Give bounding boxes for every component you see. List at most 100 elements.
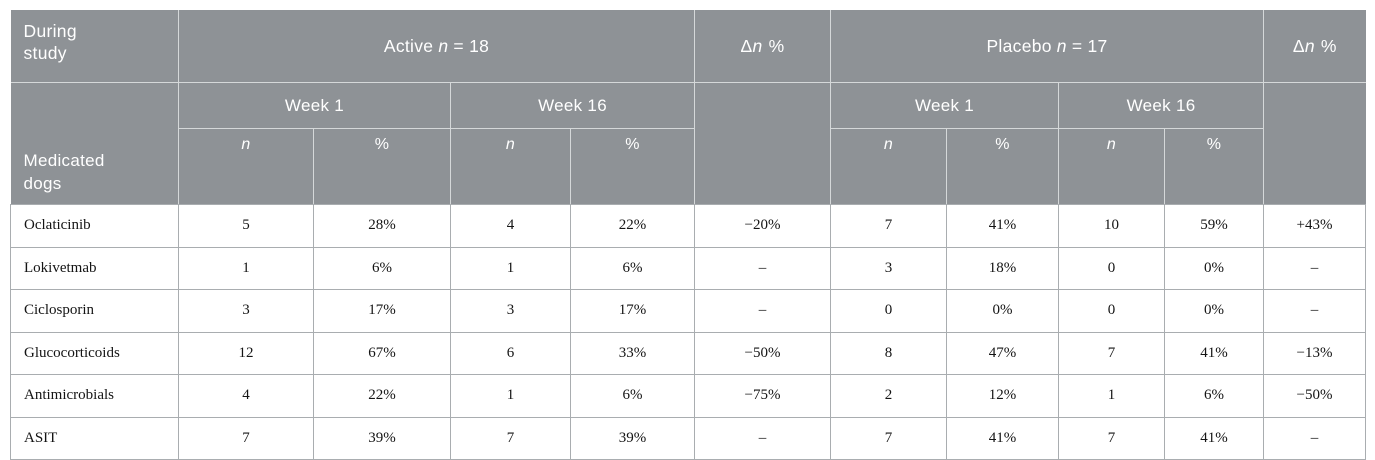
data-cell: 2 (830, 374, 948, 418)
data-cell: 39% (313, 416, 451, 460)
data-cell: 3 (830, 246, 948, 290)
header-week1-placebo: Week 1 (830, 82, 1060, 129)
placebo-count: = 17 (1071, 35, 1108, 56)
data-cell: – (1263, 246, 1367, 290)
data-cell: 4 (178, 374, 314, 418)
header-row-weeks: Medicated dogs Week 1 Week 16 Week 1 Wee… (10, 82, 1366, 205)
data-cell: 59% (1164, 204, 1265, 248)
data-cell: 7 (1058, 331, 1166, 375)
data-cell: 47% (946, 331, 1060, 375)
data-cell: 6% (569, 374, 696, 418)
data-cell: 12 (178, 331, 314, 375)
data-cell: 6% (569, 246, 696, 290)
table-row: ASIT 7 39% 7 39% – 7 41% 7 41% – (10, 416, 1367, 460)
data-cell: 0% (946, 289, 1060, 333)
header-delta-active: Δ n % (694, 10, 832, 83)
col-header-pct: % (1164, 128, 1265, 205)
data-cell: 6 (450, 331, 571, 375)
data-cell: 17% (313, 289, 451, 333)
data-cell: 12% (946, 374, 1060, 418)
col-header-pct: % (313, 128, 451, 205)
data-cell: 33% (569, 331, 696, 375)
data-cell: 22% (313, 374, 451, 418)
col-header-n: n (1058, 128, 1166, 205)
col-header-pct: % (946, 128, 1060, 205)
data-cell: −50% (694, 331, 832, 375)
data-cell: 41% (946, 416, 1060, 460)
data-cell: 4 (450, 204, 571, 248)
data-cell: 1 (178, 246, 314, 290)
data-cell: −75% (694, 374, 832, 418)
row-label: Oclaticinib (10, 204, 179, 248)
delta-icon: Δ (740, 35, 753, 56)
data-cell: – (1263, 289, 1367, 333)
medicated-dogs-table: During study Active n = 18 Δ n % Placebo (10, 10, 1367, 460)
data-cell: 10 (1058, 204, 1166, 248)
header-during-study: During study (10, 10, 179, 83)
delta-percent-symbol: % (1320, 35, 1337, 56)
header-delta-placebo: Δ n % (1263, 10, 1366, 83)
header-row-n-pct: n % n % n % n % (11, 128, 1366, 205)
data-cell: – (694, 289, 832, 333)
data-cell: 41% (1164, 331, 1265, 375)
table-row: Ciclosporin 3 17% 3 17% – 0 0% 0 0% – (10, 289, 1367, 333)
data-cell: 41% (1164, 416, 1265, 460)
data-cell: 67% (313, 331, 451, 375)
header-medicated-dogs: Medicated dogs (10, 82, 179, 205)
header-active-group: Active n = 18 (177, 10, 696, 83)
active-label: Active (383, 35, 434, 56)
data-cell: 22% (569, 204, 696, 248)
active-count: = 18 (453, 35, 490, 56)
active-n-symbol: n (438, 35, 449, 56)
header-delta-placebo-spacer (1263, 82, 1366, 205)
row-label: Glucocorticoids (10, 331, 179, 375)
data-cell: 1 (450, 374, 571, 418)
data-cell: 7 (178, 416, 314, 460)
data-cell: +43% (1263, 204, 1367, 248)
data-cell: 17% (569, 289, 696, 333)
data-cell: 8 (830, 331, 948, 375)
col-header-pct: % (569, 128, 696, 205)
delta-n-symbol: n (1304, 35, 1315, 56)
data-cell: 6% (313, 246, 451, 290)
data-cell: – (694, 246, 832, 290)
table-row: Oclaticinib 5 28% 4 22% −20% 7 41% 10 59… (10, 204, 1367, 248)
placebo-n-symbol: n (1056, 35, 1067, 56)
data-cell: 3 (178, 289, 314, 333)
table-row: Glucocorticoids 12 67% 6 33% −50% 8 47% … (10, 331, 1367, 375)
data-cell: −13% (1263, 331, 1367, 375)
row-label: Lokivetmab (10, 246, 179, 290)
header-week16-placebo: Week 16 (1058, 82, 1265, 129)
data-cell: 7 (1058, 416, 1166, 460)
header-week16-active: Week 16 (449, 82, 696, 129)
row-label: ASIT (10, 416, 179, 460)
data-cell: – (1263, 416, 1367, 460)
delta-percent-symbol: % (768, 35, 785, 56)
data-cell: 0 (830, 289, 948, 333)
header-row-groups: During study Active n = 18 Δ n % Placebo (10, 10, 1366, 83)
col-header-n: n (178, 128, 314, 205)
data-cell: 6% (1164, 374, 1265, 418)
table-row: Lokivetmab 1 6% 1 6% – 3 18% 0 0% – (10, 246, 1367, 290)
data-cell: −20% (694, 204, 832, 248)
data-cell: – (694, 416, 832, 460)
data-cell: 41% (946, 204, 1060, 248)
data-cell: 0% (1164, 289, 1265, 333)
header-week1-active: Week 1 (178, 82, 451, 129)
data-cell: 7 (830, 204, 948, 248)
data-cell: 0 (1058, 289, 1166, 333)
data-cell: 0% (1164, 246, 1265, 290)
data-cell: 5 (178, 204, 314, 248)
data-cell: 18% (946, 246, 1060, 290)
table-row: Antimicrobials 4 22% 1 6% −75% 2 12% 1 6… (10, 374, 1367, 418)
col-header-n: n (450, 128, 571, 205)
data-cell: 1 (1058, 374, 1166, 418)
data-cell: −50% (1263, 374, 1367, 418)
row-label: Antimicrobials (10, 374, 179, 418)
header-placebo-group: Placebo n = 17 (830, 10, 1265, 83)
col-header-n: n (830, 128, 948, 205)
data-cell: 0 (1058, 246, 1166, 290)
data-cell: 1 (450, 246, 571, 290)
delta-n-symbol: n (752, 35, 763, 56)
data-cell: 28% (313, 204, 451, 248)
